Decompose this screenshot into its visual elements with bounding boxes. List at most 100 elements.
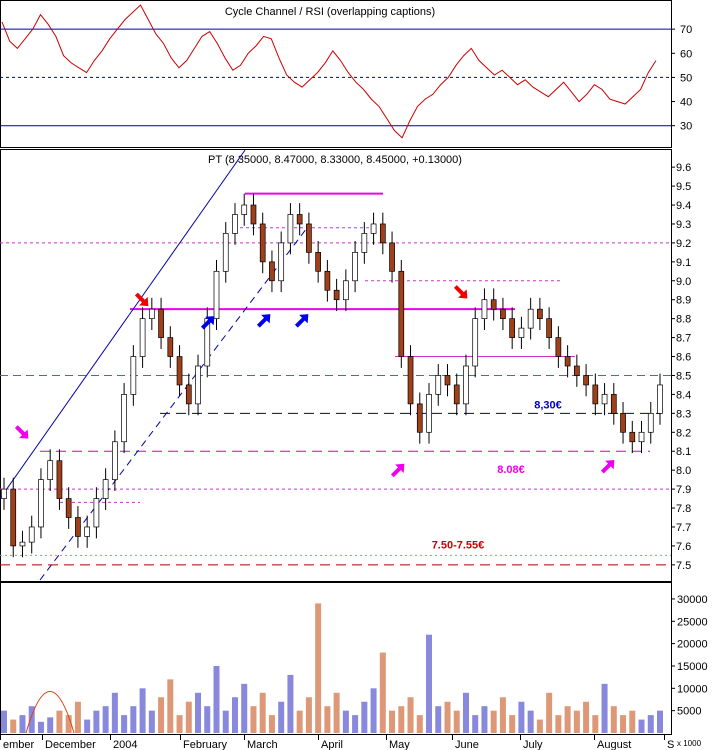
candle-body bbox=[555, 337, 562, 357]
price-tick-label: 8.1 bbox=[676, 446, 691, 458]
candle-body bbox=[93, 498, 100, 528]
volume-bar bbox=[65, 715, 72, 733]
volume-bar bbox=[389, 710, 396, 733]
volume-bar bbox=[601, 683, 608, 733]
x-axis-label: June bbox=[455, 739, 479, 750]
candle-body bbox=[185, 384, 192, 405]
candle-body bbox=[241, 204, 248, 215]
price-tick-label: 8.6 bbox=[676, 352, 691, 364]
price-tick-label: 8.7 bbox=[676, 333, 691, 345]
volume-bar bbox=[426, 634, 433, 733]
volume-bar bbox=[241, 683, 248, 733]
target-label: 7.50-7.55€ bbox=[432, 539, 485, 551]
volume-bar bbox=[657, 710, 663, 733]
volume-bar bbox=[444, 701, 451, 733]
candle-body bbox=[306, 223, 312, 253]
volume-bar bbox=[315, 603, 322, 733]
price-tick-label: 8.9 bbox=[676, 295, 691, 307]
candle-body bbox=[38, 479, 44, 528]
x-axis-label: 2004 bbox=[113, 739, 137, 750]
indicator-panel-frame bbox=[0, 0, 672, 148]
price-tick-label: 8.3 bbox=[676, 408, 691, 420]
volume-bar bbox=[56, 710, 63, 733]
candle-body bbox=[407, 356, 414, 405]
candle-body bbox=[10, 488, 17, 547]
candle-body bbox=[416, 403, 423, 433]
volume-bar bbox=[573, 710, 580, 733]
volume-tick-label: 30000 bbox=[677, 594, 708, 606]
candle-body bbox=[269, 261, 275, 282]
x-axis-label: December bbox=[45, 739, 96, 750]
support-label: 8,30€ bbox=[534, 399, 562, 411]
red-arrow-icon bbox=[134, 292, 149, 307]
candle-body bbox=[121, 394, 127, 443]
candle-body bbox=[84, 526, 91, 537]
volume-tick-label: 20000 bbox=[677, 639, 708, 651]
volume-bar bbox=[333, 692, 340, 733]
rsi-series-line bbox=[1, 4, 657, 139]
candle-body bbox=[426, 394, 432, 433]
volume-bar bbox=[111, 692, 118, 733]
price-tick-label: 7.6 bbox=[676, 541, 691, 553]
volume-bar bbox=[462, 692, 469, 733]
rsi-tick-label: 60 bbox=[680, 48, 692, 60]
volume-bar bbox=[93, 710, 100, 733]
x-axis-label: April bbox=[321, 739, 343, 750]
candle-body bbox=[564, 356, 571, 367]
volume-panel-frame bbox=[0, 582, 672, 735]
volume-bar bbox=[499, 697, 506, 733]
volume-bar bbox=[638, 719, 645, 733]
candle-body bbox=[610, 394, 617, 414]
candle-body bbox=[296, 214, 303, 225]
channel-upper-line bbox=[0, 149, 246, 499]
candle-body bbox=[361, 233, 368, 253]
price-tick-label: 9.5 bbox=[676, 181, 691, 193]
candle-body bbox=[56, 460, 63, 499]
red-arrow-icon bbox=[453, 285, 468, 299]
price-tick-label: 9.6 bbox=[676, 162, 691, 174]
x-axis-label: S bbox=[667, 739, 674, 750]
candle-body bbox=[370, 223, 377, 234]
x-axis-label: ember bbox=[3, 739, 35, 750]
volume-bar bbox=[268, 715, 275, 733]
blue-arrow-icon bbox=[294, 314, 309, 328]
price-tick-label: 8.0 bbox=[676, 465, 691, 477]
candle-body bbox=[278, 242, 285, 282]
volume-bar bbox=[647, 715, 654, 733]
volume-bar bbox=[47, 717, 54, 733]
volume-bar bbox=[213, 665, 220, 733]
x-axis-label: August bbox=[597, 739, 631, 750]
magenta-arrow-icon bbox=[14, 425, 29, 439]
volume-bar bbox=[546, 692, 553, 733]
candle-body bbox=[629, 431, 636, 443]
candle-body bbox=[620, 412, 626, 433]
candle-body bbox=[537, 308, 543, 320]
volume-bar bbox=[361, 701, 368, 733]
price-tick-label: 7.5 bbox=[676, 560, 691, 572]
volume-bar bbox=[10, 719, 17, 733]
candle-body bbox=[518, 327, 525, 338]
rsi-tick-label: 40 bbox=[680, 97, 692, 109]
candle-body bbox=[176, 356, 183, 386]
price-title: PT (8.35000, 8.47000, 8.33000, 8.45000, … bbox=[208, 154, 462, 166]
price-tick-label: 7.8 bbox=[676, 503, 691, 515]
volume-bar bbox=[416, 715, 423, 733]
volume-bar bbox=[509, 715, 516, 733]
candle-body bbox=[389, 242, 395, 272]
volume-bar bbox=[167, 679, 174, 733]
volume-tick-label: 25000 bbox=[677, 616, 708, 628]
x-axis-label: July bbox=[523, 739, 543, 750]
volume-tick-label: 10000 bbox=[677, 683, 708, 695]
candle-body bbox=[148, 308, 155, 320]
volume-bar bbox=[324, 706, 331, 733]
candle-body bbox=[463, 365, 469, 405]
volume-bar bbox=[74, 701, 81, 733]
volume-bar bbox=[278, 701, 285, 733]
candle-body bbox=[647, 412, 654, 433]
volume-bar bbox=[1, 710, 7, 733]
magenta-arrow-icon bbox=[390, 463, 405, 478]
price-tick-label: 8.2 bbox=[676, 427, 691, 439]
candle-body bbox=[232, 214, 238, 234]
volume-unit-label: x 1000 bbox=[677, 739, 702, 748]
